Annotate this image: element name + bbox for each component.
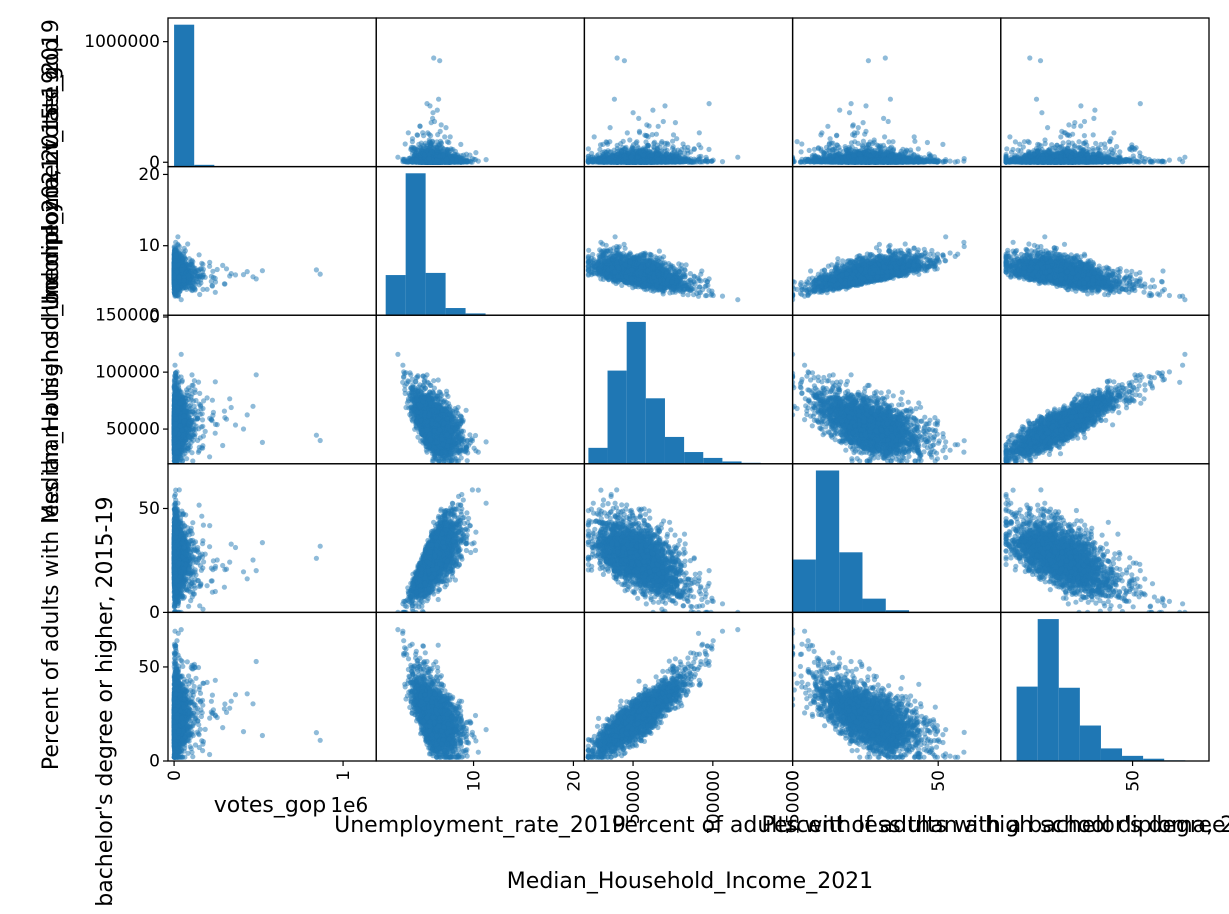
scatter-point: [417, 123, 422, 128]
scatter-point: [429, 149, 434, 154]
scatter-point: [430, 110, 435, 115]
scatter-point: [419, 141, 424, 146]
scatter-point: [448, 134, 453, 139]
scatter-point: [395, 155, 400, 160]
scatter-point: [650, 108, 655, 113]
matrix-cell-votes-gop-vs-median-household-income-2021: [584, 18, 792, 167]
scatter-point: [612, 97, 617, 102]
scatter-point: [484, 157, 489, 162]
scatter-point: [622, 58, 627, 63]
scatter-point: [422, 153, 427, 158]
scatter-point: [435, 145, 440, 150]
scatter-point: [439, 122, 444, 127]
scatter-point: [437, 58, 442, 63]
scatter-point: [592, 134, 597, 139]
chart-cells: [168, 18, 1209, 761]
scatter-point: [720, 159, 725, 164]
scatter-point: [419, 159, 424, 164]
scatter-point: [414, 158, 419, 163]
scatter-point: [429, 141, 434, 146]
scatter-point: [661, 119, 666, 124]
scatter-point: [465, 159, 470, 164]
scatter-point: [458, 142, 463, 147]
scatter-point: [671, 132, 676, 137]
scatter-point: [706, 147, 711, 152]
scatter-point: [428, 133, 433, 138]
scatter-point: [436, 97, 441, 102]
scatter-point: [445, 139, 450, 144]
scatter-point: [406, 130, 411, 135]
scatter-point: [442, 134, 447, 139]
scatter-point: [473, 150, 478, 155]
scatter-point: [421, 133, 426, 138]
scatter-point: [431, 55, 436, 60]
scatter-point: [424, 101, 429, 106]
scatter-point: [625, 130, 630, 135]
scatter-point: [608, 125, 613, 130]
scatter-point: [410, 136, 415, 141]
cell-frame: [168, 18, 376, 167]
scatter-point: [636, 116, 641, 121]
histogram-bar: [174, 25, 194, 167]
scatter-point: [673, 120, 678, 125]
scatter-point: [430, 116, 435, 121]
scatter-point: [437, 154, 442, 159]
scatter-point: [415, 133, 420, 138]
scatter-point: [735, 155, 740, 160]
scatter-point: [652, 140, 657, 145]
scatter-point: [412, 145, 417, 150]
scatter-point: [444, 157, 449, 162]
scatter-point: [427, 156, 432, 161]
matrix-cell-votes-gop-vs-votes-gop: [168, 18, 376, 167]
scatter-point: [707, 101, 712, 106]
scatter-point: [443, 125, 448, 130]
scatter-point: [450, 159, 455, 164]
scatter-point: [438, 129, 443, 134]
matrix-cell-votes-gop-vs-unemployment-rate-2019: [376, 18, 584, 167]
scatter-point: [403, 141, 408, 146]
scatter-point: [464, 152, 469, 157]
scatter-point: [627, 137, 632, 142]
scatter-point: [662, 103, 667, 108]
